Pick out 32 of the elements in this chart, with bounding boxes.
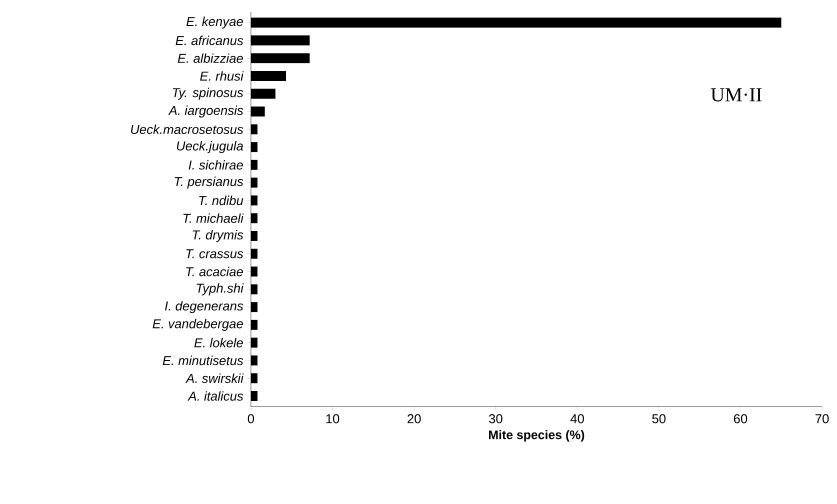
y-tick-label: T. drymis bbox=[192, 230, 244, 242]
y-tick-label: I. degenerans bbox=[165, 300, 244, 313]
x-tick-label: 50 bbox=[652, 414, 666, 424]
y-tick-label: E. kenyae bbox=[186, 16, 243, 28]
x-tick-label: 40 bbox=[570, 414, 584, 424]
y-tick-label: E. lokele bbox=[194, 338, 243, 348]
x-tick-label: 10 bbox=[326, 414, 340, 424]
y-tick-label: A. italicus bbox=[188, 391, 244, 401]
x-axis-title: Mite species (%) bbox=[489, 430, 584, 442]
y-tick-label: A. iargoensis bbox=[168, 105, 244, 118]
x-tick-label: 30 bbox=[489, 414, 502, 424]
x-tick-label: 60 bbox=[734, 414, 748, 424]
x-tick-label: 20 bbox=[408, 414, 421, 424]
y-tick-label: Typh.shi bbox=[196, 283, 244, 296]
y-tick-label: E. albizziae bbox=[178, 53, 243, 63]
y-tick-label: A. swirskii bbox=[185, 373, 244, 383]
annotation: UM·II bbox=[710, 88, 762, 102]
y-tick-label: T. acaciae bbox=[186, 266, 243, 276]
y-tick-label: E. rhusi bbox=[200, 71, 244, 81]
y-tick-label: Ty. spinosus bbox=[172, 88, 244, 100]
x-tick-label: 70 bbox=[816, 414, 829, 424]
y-tick-label: T. michaeli bbox=[183, 213, 244, 223]
y-tick-label: E. africanus bbox=[176, 36, 244, 45]
y-tick-label: Ueck.jugula bbox=[176, 140, 243, 153]
y-tick-label: Ueck.macrosetosus bbox=[131, 124, 244, 134]
y-tick-label: E. vandebergae bbox=[152, 318, 243, 331]
y-tick-label: T. crassus bbox=[186, 249, 244, 258]
y-tick-label: I. sichirae bbox=[188, 160, 243, 170]
y-tick-label: E. minutisetus bbox=[162, 356, 244, 366]
y-tick-label: T. ndibu bbox=[199, 196, 244, 206]
y-tick-label: T. persianus bbox=[174, 176, 244, 188]
x-tick-label: 0 bbox=[248, 414, 254, 424]
